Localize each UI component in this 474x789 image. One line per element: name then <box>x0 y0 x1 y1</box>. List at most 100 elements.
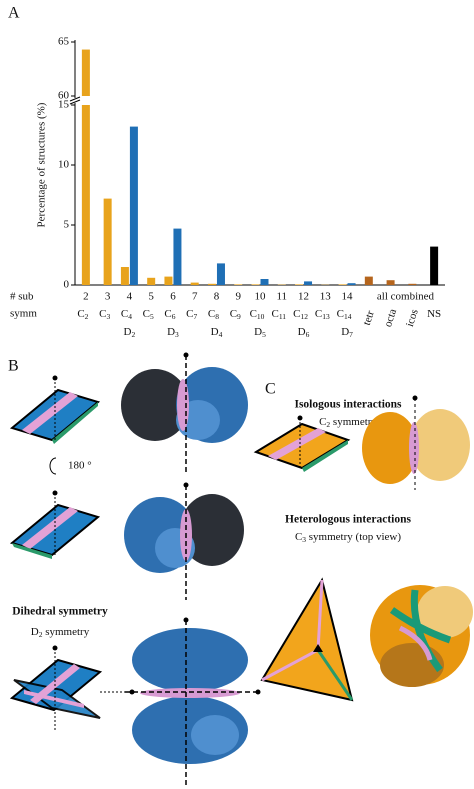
label-subscript: 3 <box>302 535 306 544</box>
label-base: C <box>315 308 322 320</box>
label-subscript: 2 <box>326 420 330 429</box>
x-tick-label: 9 <box>235 291 241 303</box>
bar <box>234 284 243 285</box>
x-tick-label: 11 <box>276 291 287 303</box>
row-label: symm <box>10 308 37 320</box>
panel-label: A <box>8 5 20 22</box>
symmetry-label: octa <box>382 307 399 328</box>
rotation-arrow <box>49 457 57 475</box>
bar <box>190 282 199 285</box>
x-tick-label: 13 <box>320 291 332 303</box>
symmetry-label: C13 <box>315 308 330 321</box>
x-tick-label: 12 <box>298 291 309 303</box>
bar <box>120 267 129 285</box>
symmetry-diagram-part <box>316 649 354 701</box>
protein-tetramer-part <box>132 628 248 692</box>
bar <box>364 276 373 285</box>
label-base: D <box>341 326 349 338</box>
y-tick-label: 15 <box>58 99 70 111</box>
rotation-label: 180 ° <box>68 460 92 472</box>
protein-dimer-part <box>177 379 189 431</box>
axis-break <box>69 96 81 102</box>
label-rest: symmetry <box>42 626 89 638</box>
label-base: C <box>186 308 193 320</box>
label-base: C <box>250 308 257 320</box>
symmetry-label: C7 <box>186 308 197 321</box>
x-tick-label: 6 <box>170 291 176 303</box>
bar <box>338 284 347 285</box>
bar <box>147 277 156 285</box>
symmetry-diagram-part <box>313 644 323 652</box>
symmetry-label: C6 <box>164 308 175 321</box>
label-subscript: 8 <box>215 312 219 321</box>
symmetry-label: C11 <box>271 308 286 321</box>
symmetry-diagram <box>260 577 354 702</box>
x-tick-label: 14 <box>342 291 354 303</box>
label-base: C <box>121 308 128 320</box>
symmetry-label: C12 <box>293 308 308 321</box>
protein-dimer-part <box>180 494 244 566</box>
label-base: C <box>319 416 326 428</box>
label-subscript: 9 <box>237 312 241 321</box>
symmetry-diagram-part <box>22 507 78 549</box>
protein-dimer <box>124 482 244 600</box>
label-subscript: 7 <box>194 312 198 321</box>
symmetry-diagram-part <box>297 415 303 421</box>
dihedral-label: D4 <box>211 326 223 339</box>
label-base: D <box>31 626 39 638</box>
label-base: D <box>298 326 306 338</box>
protein-dimer <box>362 395 470 490</box>
protein-trimer-part <box>398 625 433 661</box>
y-axis-label: Percentage of structures (%) <box>36 102 48 227</box>
y-tick-label: 60 <box>58 90 70 102</box>
label-base: icos <box>403 308 420 329</box>
y-tick-label: 65 <box>58 36 70 48</box>
x-tick-label: 3 <box>105 291 111 303</box>
label-base: C <box>164 308 171 320</box>
label-base: C <box>99 308 106 320</box>
bar <box>103 198 112 285</box>
bar <box>408 283 417 285</box>
symmetry-label: C3 <box>99 308 110 321</box>
label-subscript: 6 <box>172 312 176 321</box>
label-base: octa <box>382 307 399 328</box>
panel-title: Dihedral symmetry <box>12 606 108 618</box>
panel-title: Heterologous interactions <box>285 514 411 526</box>
row-label: # sub <box>10 291 34 303</box>
label-base: C <box>271 308 278 320</box>
label-base: C <box>293 308 300 320</box>
symmetry-label: C8 <box>208 308 219 321</box>
y-tick-label: 5 <box>64 219 70 231</box>
symmetry-diagram-part <box>52 375 58 381</box>
label-subscript: 2 <box>39 630 43 639</box>
symmetry-diagram-part <box>22 392 78 434</box>
bar <box>304 281 313 285</box>
bar <box>81 105 90 285</box>
x-tick-label: 5 <box>148 291 154 303</box>
symmetry-diagram-part <box>302 440 348 472</box>
label-base: NS <box>427 308 441 320</box>
bar <box>173 228 182 285</box>
label-subscript: 10 <box>257 312 265 321</box>
protein-tetramer-part <box>183 617 189 623</box>
axis-break <box>69 99 81 105</box>
bar <box>129 126 138 285</box>
dihedral-label: D3 <box>167 326 179 339</box>
label-base: C <box>295 531 302 543</box>
symmetry-label: icos <box>403 308 420 329</box>
symmetry-label: C5 <box>143 308 154 321</box>
symmetry-diagram <box>253 415 351 472</box>
label-base: C <box>337 308 344 320</box>
symmetry-label: tetr <box>360 309 376 327</box>
group-label: all combined <box>377 291 435 303</box>
bar <box>251 284 260 285</box>
label-subscript: 13 <box>322 312 330 321</box>
label-subscript: 4 <box>128 312 132 321</box>
bar <box>216 263 225 285</box>
bar <box>260 279 269 285</box>
symmetry-label: C14 <box>337 308 352 321</box>
panel-subtitle: D2 symmetry <box>31 626 90 639</box>
symmetry-diagram <box>9 375 101 444</box>
dihedral-label: D2 <box>124 326 136 339</box>
